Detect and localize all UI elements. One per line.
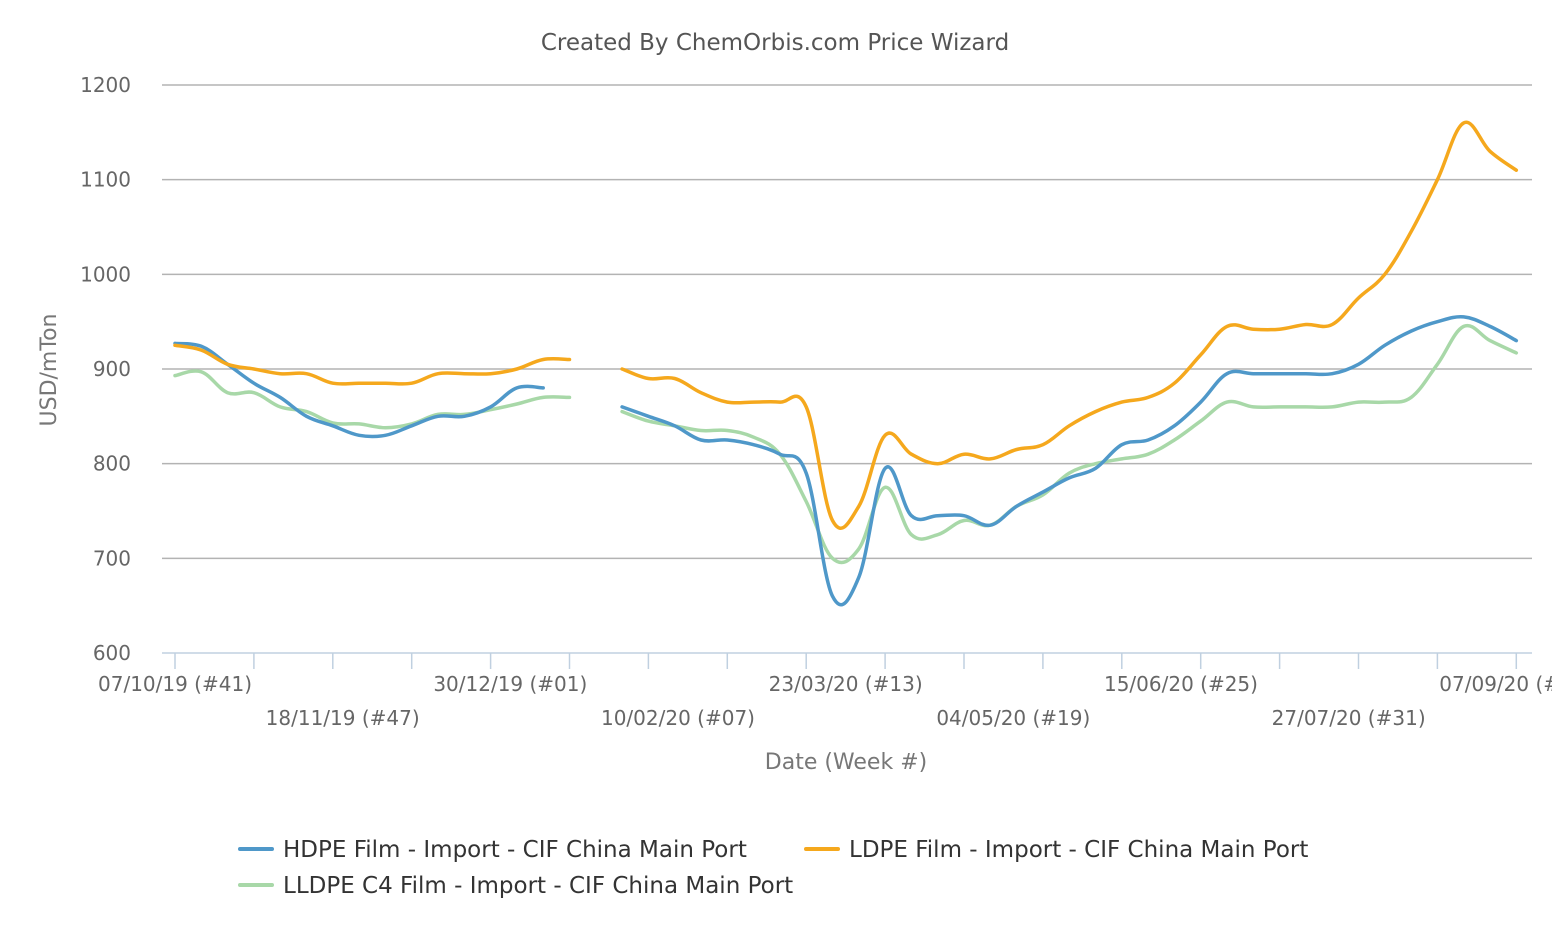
y-tick-label: 700 xyxy=(93,546,131,570)
y-tick-label: 600 xyxy=(93,641,131,665)
x-tick-label: 07/10/19 (#41) xyxy=(98,672,252,696)
grid-lines xyxy=(162,84,1532,560)
x-tick-label: 10/02/20 (#07) xyxy=(601,706,755,730)
series-lines xyxy=(173,120,1519,607)
legend-label-3[interactable]: LLDPE C4 Film - Import - CIF China Main … xyxy=(283,873,793,899)
y-tick-label: 800 xyxy=(93,452,131,476)
series-line-3 xyxy=(173,323,1519,565)
x-axis-ticks: 07/10/19 (#41) 18/11/19 (#47) 30/12/19 (#0… xyxy=(98,653,1552,730)
legend-label-1[interactable]: HDPE Film - Import - CIF China Main Port xyxy=(283,837,747,863)
x-tick-label: 30/12/19 (#01) xyxy=(433,672,587,696)
x-tick-label: 07/09/20 (#37) xyxy=(1439,672,1552,696)
legend-label-2[interactable]: LDPE Film - Import - CIF China Main Port xyxy=(849,837,1308,863)
x-tick-label: 23/03/20 (#13) xyxy=(769,672,923,696)
y-tick-label: 900 xyxy=(93,357,131,381)
x-tick-label: 27/07/20 (#31) xyxy=(1272,706,1426,730)
y-tick-label: 1200 xyxy=(80,73,131,97)
series-line-2 xyxy=(173,120,1519,530)
legend: HDPE Film - Import - CIF China Main Port… xyxy=(238,837,1308,899)
x-tick-label: 18/11/19 (#47) xyxy=(266,706,420,730)
series-line-1 xyxy=(173,315,1519,607)
y-tick-label: 1000 xyxy=(80,262,131,286)
x-tick-label: 15/06/20 (#25) xyxy=(1104,672,1258,696)
y-axis-tick-labels: 600 700 800 900 1000 1100 1200 xyxy=(80,73,131,665)
y-tick-label: 1100 xyxy=(80,168,131,192)
chart-title: Created By ChemOrbis.com Price Wizard xyxy=(541,30,1009,56)
x-tick-label: 04/05/20 (#19) xyxy=(936,706,1090,730)
y-axis-title: USD/mTon xyxy=(37,314,62,427)
x-axis-title: Date (Week #) xyxy=(765,750,927,775)
